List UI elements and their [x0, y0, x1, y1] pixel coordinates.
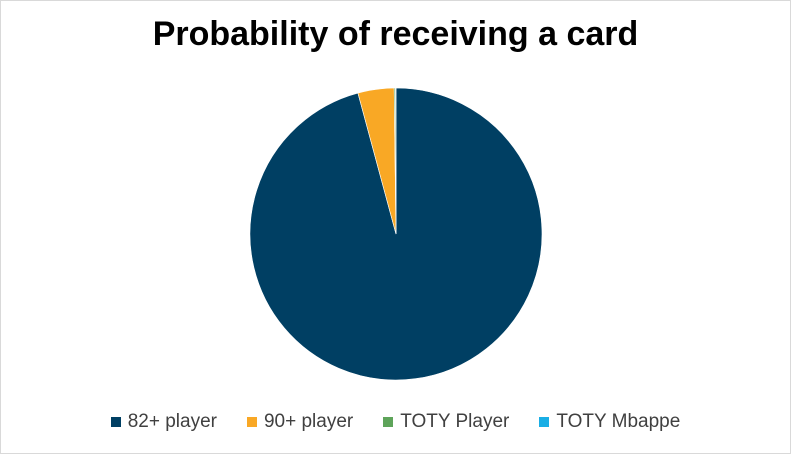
legend-label: 90+ player [263, 411, 354, 432]
legend-swatch [246, 417, 257, 427]
legend-label: 82+ player [127, 411, 217, 432]
legend: 82+ player 90+ player TOTY Player TOTY Mbap… [1, 411, 790, 433]
legend-label: TOTY Mbappe [556, 411, 681, 432]
legend-swatch [383, 417, 394, 427]
legend-item: 82+ player [110, 411, 217, 433]
legend-item: TOTY Player [383, 411, 509, 433]
legend-swatch [110, 417, 121, 427]
legend-swatch [539, 417, 550, 427]
legend-item: TOTY Mbappe [539, 411, 680, 433]
legend-label: TOTY Player [400, 411, 510, 432]
legend-item: 90+ player [246, 411, 354, 433]
chart-title: Probability of receiving a card [152, 15, 639, 53]
